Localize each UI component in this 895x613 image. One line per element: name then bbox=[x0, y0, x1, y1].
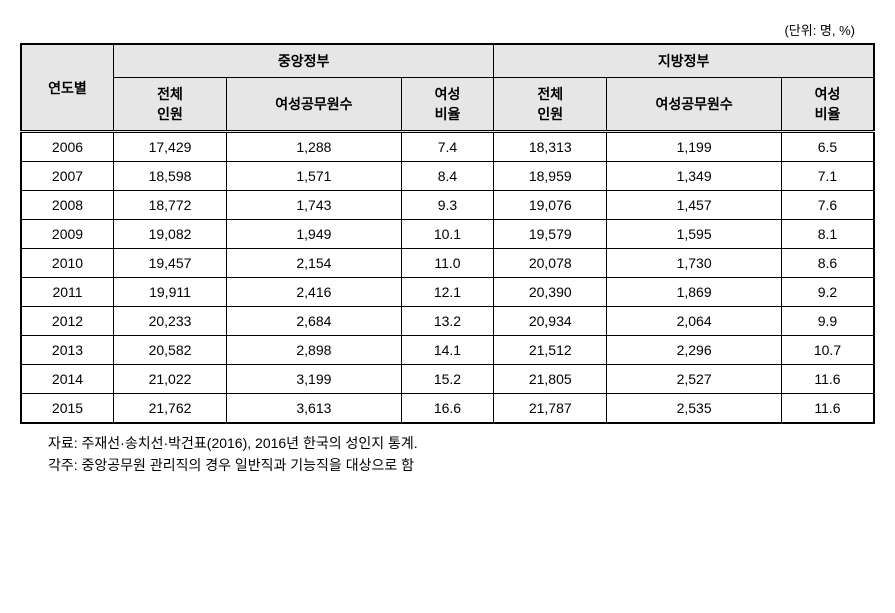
cell-year: 2011 bbox=[21, 278, 113, 307]
cell-c_ratio: 10.1 bbox=[401, 220, 493, 249]
cell-l_ratio: 9.9 bbox=[781, 307, 874, 336]
header-central-female: 여성공무원수 bbox=[227, 78, 402, 132]
cell-l_total: 19,579 bbox=[494, 220, 607, 249]
cell-l_ratio: 6.5 bbox=[781, 132, 874, 162]
cell-c_ratio: 11.0 bbox=[401, 249, 493, 278]
table-row: 201521,7623,61316.621,7872,53511.6 bbox=[21, 394, 874, 424]
cell-l_female: 1,595 bbox=[607, 220, 782, 249]
header-local: 지방정부 bbox=[494, 44, 874, 78]
header-local-ratio: 여성비율 bbox=[781, 78, 874, 132]
cell-c_ratio: 9.3 bbox=[401, 191, 493, 220]
header-local-total: 전체인원 bbox=[494, 78, 607, 132]
cell-l_total: 21,512 bbox=[494, 336, 607, 365]
cell-year: 2010 bbox=[21, 249, 113, 278]
cell-l_ratio: 7.6 bbox=[781, 191, 874, 220]
header-local-female: 여성공무원수 bbox=[607, 78, 782, 132]
cell-c_female: 2,154 bbox=[227, 249, 402, 278]
table-row: 201119,9112,41612.120,3901,8699.2 bbox=[21, 278, 874, 307]
cell-c_ratio: 16.6 bbox=[401, 394, 493, 424]
cell-l_female: 1,869 bbox=[607, 278, 782, 307]
cell-c_ratio: 13.2 bbox=[401, 307, 493, 336]
cell-c_ratio: 12.1 bbox=[401, 278, 493, 307]
cell-l_total: 21,805 bbox=[494, 365, 607, 394]
cell-c_total: 17,429 bbox=[113, 132, 226, 162]
data-table: 연도별 중앙정부 지방정부 전체인원 여성공무원수 여성비율 전체인원 여성공무… bbox=[20, 43, 875, 424]
cell-c_female: 2,416 bbox=[227, 278, 402, 307]
cell-c_total: 21,022 bbox=[113, 365, 226, 394]
cell-l_total: 20,934 bbox=[494, 307, 607, 336]
cell-l_female: 1,457 bbox=[607, 191, 782, 220]
table-row: 200919,0821,94910.119,5791,5958.1 bbox=[21, 220, 874, 249]
cell-c_total: 19,082 bbox=[113, 220, 226, 249]
cell-year: 2009 bbox=[21, 220, 113, 249]
table-row: 201019,4572,15411.020,0781,7308.6 bbox=[21, 249, 874, 278]
header-year: 연도별 bbox=[21, 44, 113, 132]
cell-year: 2015 bbox=[21, 394, 113, 424]
cell-l_ratio: 11.6 bbox=[781, 365, 874, 394]
table-row: 201220,2332,68413.220,9342,0649.9 bbox=[21, 307, 874, 336]
cell-l_ratio: 11.6 bbox=[781, 394, 874, 424]
header-central-ratio: 여성비율 bbox=[401, 78, 493, 132]
cell-year: 2006 bbox=[21, 132, 113, 162]
cell-l_total: 20,390 bbox=[494, 278, 607, 307]
cell-l_ratio: 7.1 bbox=[781, 162, 874, 191]
cell-c_ratio: 14.1 bbox=[401, 336, 493, 365]
cell-year: 2012 bbox=[21, 307, 113, 336]
cell-c_total: 20,233 bbox=[113, 307, 226, 336]
cell-c_total: 20,582 bbox=[113, 336, 226, 365]
table-body: 200617,4291,2887.418,3131,1996.5200718,5… bbox=[21, 132, 874, 424]
cell-l_female: 2,064 bbox=[607, 307, 782, 336]
cell-c_female: 2,898 bbox=[227, 336, 402, 365]
cell-l_total: 20,078 bbox=[494, 249, 607, 278]
cell-l_female: 2,535 bbox=[607, 394, 782, 424]
cell-l_total: 18,959 bbox=[494, 162, 607, 191]
cell-l_female: 2,527 bbox=[607, 365, 782, 394]
cell-c_ratio: 15.2 bbox=[401, 365, 493, 394]
table-row: 200718,5981,5718.418,9591,3497.1 bbox=[21, 162, 874, 191]
cell-l_female: 2,296 bbox=[607, 336, 782, 365]
cell-year: 2007 bbox=[21, 162, 113, 191]
table-row: 200818,7721,7439.319,0761,4577.6 bbox=[21, 191, 874, 220]
table-row: 201320,5822,89814.121,5122,29610.7 bbox=[21, 336, 874, 365]
cell-c_female: 1,949 bbox=[227, 220, 402, 249]
cell-l_female: 1,730 bbox=[607, 249, 782, 278]
cell-c_total: 18,598 bbox=[113, 162, 226, 191]
cell-l_total: 21,787 bbox=[494, 394, 607, 424]
cell-c_total: 19,911 bbox=[113, 278, 226, 307]
cell-year: 2008 bbox=[21, 191, 113, 220]
cell-c_female: 2,684 bbox=[227, 307, 402, 336]
cell-c_total: 21,762 bbox=[113, 394, 226, 424]
footnote: 각주: 중앙공무원 관리직의 경우 일반직과 기능직을 대상으로 함 bbox=[48, 454, 855, 476]
cell-l_total: 18,313 bbox=[494, 132, 607, 162]
table-row: 201421,0223,19915.221,8052,52711.6 bbox=[21, 365, 874, 394]
cell-l_female: 1,199 bbox=[607, 132, 782, 162]
cell-l_ratio: 8.6 bbox=[781, 249, 874, 278]
source-note: 자료: 주재선·송치선·박건표(2016), 2016년 한국의 성인지 통계. bbox=[48, 432, 855, 454]
header-central-total: 전체인원 bbox=[113, 78, 226, 132]
unit-label: (단위: 명, %) bbox=[20, 20, 855, 39]
cell-c_female: 3,613 bbox=[227, 394, 402, 424]
cell-c_female: 3,199 bbox=[227, 365, 402, 394]
header-central: 중앙정부 bbox=[113, 44, 493, 78]
table-row: 200617,4291,2887.418,3131,1996.5 bbox=[21, 132, 874, 162]
cell-year: 2014 bbox=[21, 365, 113, 394]
cell-l_total: 19,076 bbox=[494, 191, 607, 220]
cell-l_ratio: 10.7 bbox=[781, 336, 874, 365]
cell-c_female: 1,571 bbox=[227, 162, 402, 191]
cell-c_female: 1,743 bbox=[227, 191, 402, 220]
cell-c_ratio: 8.4 bbox=[401, 162, 493, 191]
cell-l_ratio: 8.1 bbox=[781, 220, 874, 249]
cell-c_female: 1,288 bbox=[227, 132, 402, 162]
cell-c_total: 18,772 bbox=[113, 191, 226, 220]
cell-l_female: 1,349 bbox=[607, 162, 782, 191]
cell-year: 2013 bbox=[21, 336, 113, 365]
cell-c_ratio: 7.4 bbox=[401, 132, 493, 162]
cell-c_total: 19,457 bbox=[113, 249, 226, 278]
cell-l_ratio: 9.2 bbox=[781, 278, 874, 307]
